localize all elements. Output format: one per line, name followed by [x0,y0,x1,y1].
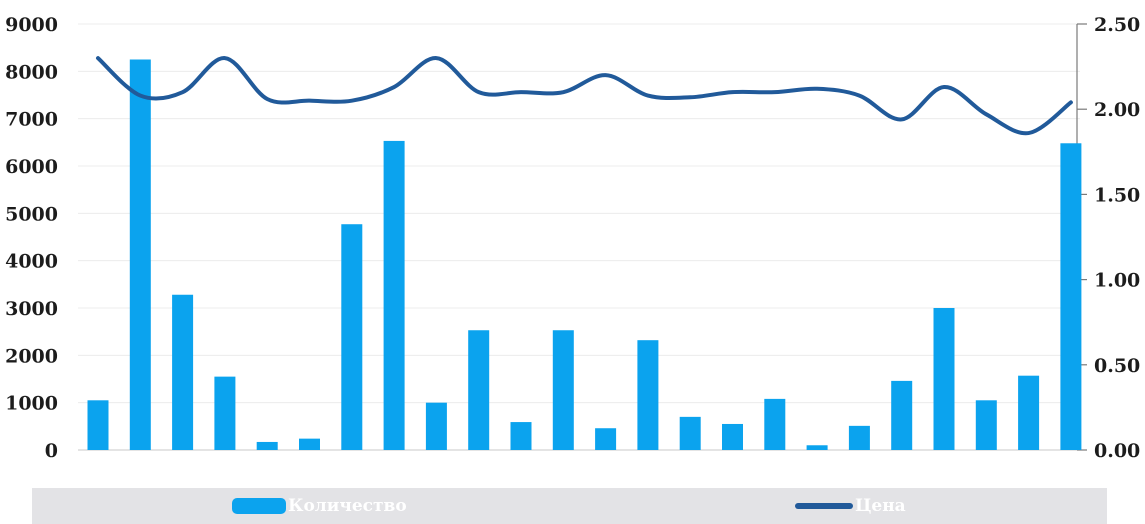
bar [172,294,194,450]
left-tick-label: 8000 [5,61,58,83]
bar [1060,143,1082,450]
bar [1018,375,1040,450]
right-tick-label: 0.50 [1094,355,1140,377]
bar [891,380,913,450]
legend: Количество Цена [32,488,1107,524]
left-tick-label: 3000 [5,298,58,320]
left-axis-ticks: 0 1000 2000 3000 4000 5000 6000 7000 8000 9000 [5,14,58,462]
right-axis: 0.00 0.50 1.00 1.50 2.00 2.50 [1076,14,1140,462]
legend-swatch-bar [232,498,286,514]
left-tick-label: 2000 [5,345,58,367]
bar [383,140,405,450]
bar [468,330,490,450]
bar [764,398,786,450]
bar [341,224,363,450]
bar [214,376,236,450]
line-series [96,56,1073,136]
bar [552,330,574,450]
left-tick-label: 9000 [5,14,58,36]
right-tick-label: 2.00 [1094,99,1140,121]
right-tick-label: 1.00 [1094,270,1140,292]
bar [425,402,447,450]
bar [722,423,743,450]
right-tick-label: 1.50 [1094,184,1140,206]
right-tick-label: 0.00 [1094,440,1140,462]
bar [595,428,617,450]
bar [510,422,532,450]
left-tick-label: 1000 [5,393,58,415]
left-tick-label: 7000 [5,109,58,131]
bar [975,400,997,450]
left-tick-label: 5000 [5,203,58,225]
left-tick-label: 0 [45,440,58,462]
legend-label-price: Цена [855,496,906,516]
chart: 0 1000 2000 3000 4000 5000 6000 7000 8000 9000 0.… [5,14,1140,462]
bar [679,416,701,450]
legend-item-price: Цена [795,488,906,524]
right-tick-label: 2.50 [1094,14,1140,36]
bar [637,340,659,450]
bar [256,441,278,450]
bar-series [87,59,1082,450]
legend-swatch-line [795,503,853,509]
bar [129,59,151,450]
bar [933,308,955,450]
legend-item-quantity: Количество [232,488,407,524]
left-tick-label: 6000 [5,156,58,178]
price-line [96,56,1073,136]
left-tick-label: 4000 [5,251,58,273]
bar [848,425,870,450]
legend-label-quantity: Количество [288,496,407,516]
bar [806,445,828,450]
bar [299,438,320,450]
bar [87,400,109,450]
grid-lines [78,23,1080,451]
